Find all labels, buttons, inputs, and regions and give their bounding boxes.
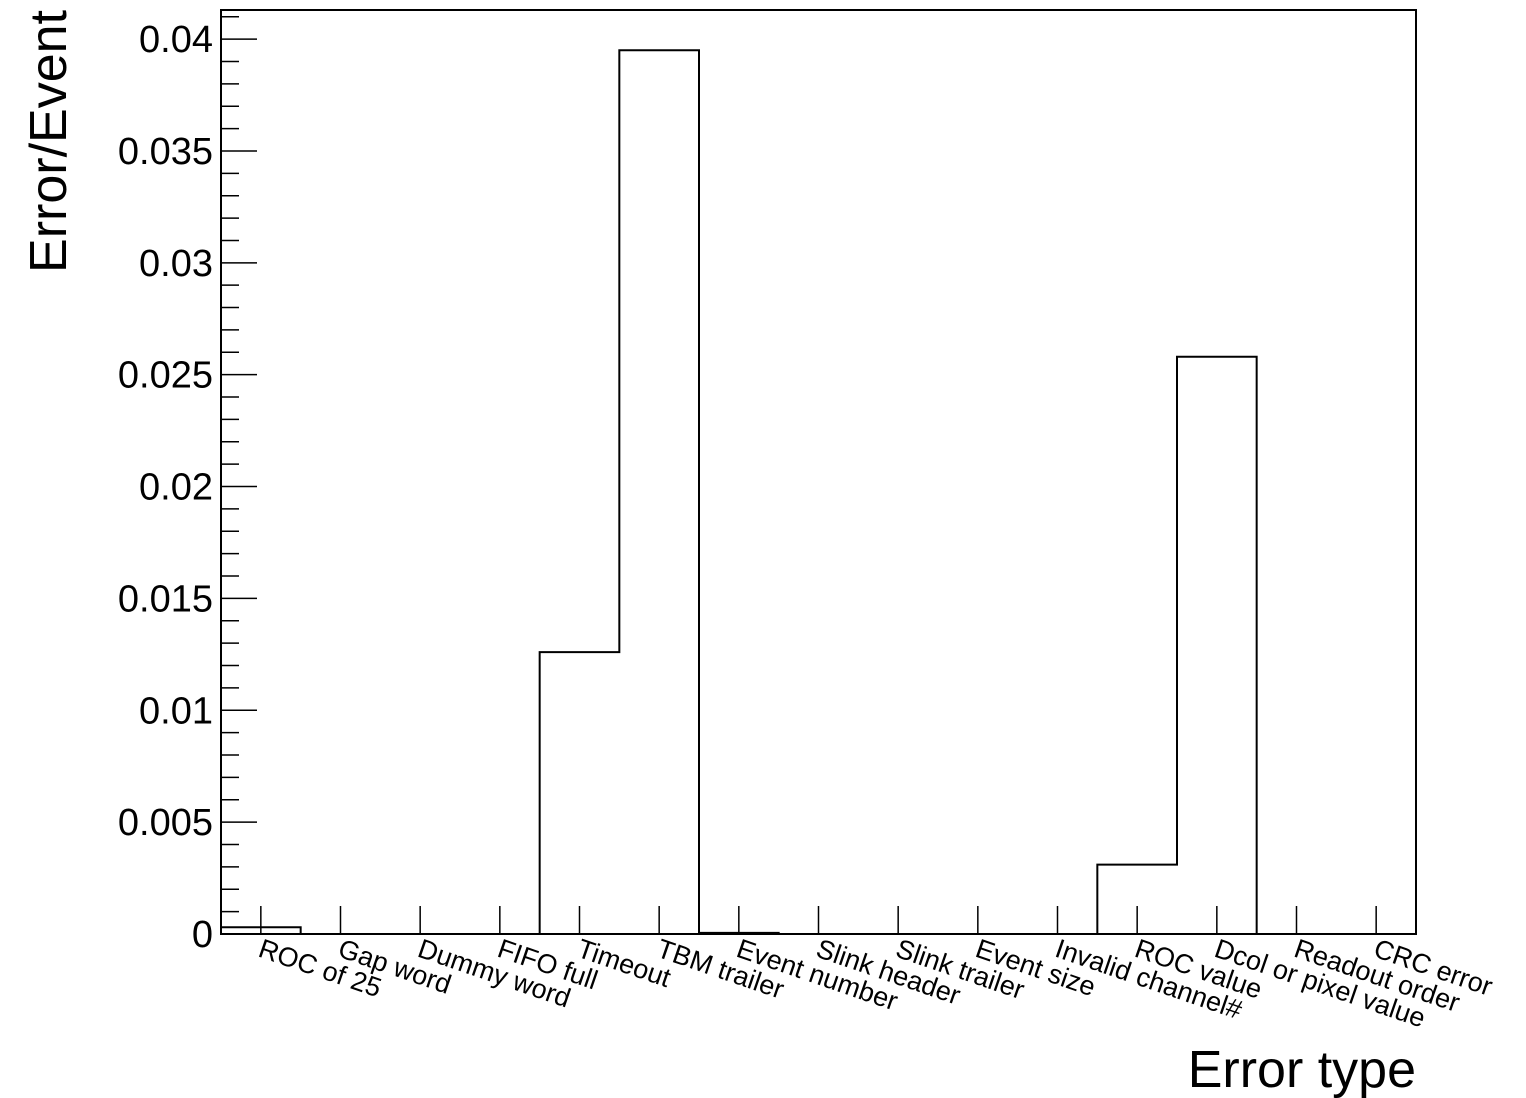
y-axis-ticks: 0 0.005 0.01 0.015 0.02 0.025 0.03 0.035 0.04 <box>118 15 257 956</box>
y-tick-label: 0.03 <box>139 243 213 285</box>
y-tick-label: 0.015 <box>118 578 213 620</box>
y-tick-label: 0.04 <box>139 19 213 61</box>
y-tick-label: 0.035 <box>118 131 213 173</box>
y-axis-title: Error/Event <box>20 9 78 273</box>
histogram-bar <box>540 652 620 934</box>
histogram-bar <box>619 50 699 934</box>
plot-frame <box>220 9 1417 935</box>
y-tick-label: 0.01 <box>139 690 213 732</box>
y-tick-label: 0 <box>192 914 213 956</box>
y-tick-label: 0.02 <box>139 467 213 509</box>
x-axis-title: Error type <box>1188 1041 1416 1098</box>
y-tick-label: 0.005 <box>118 802 213 844</box>
histogram-bar <box>1177 357 1257 934</box>
histogram-outline <box>220 49 1416 935</box>
y-tick-label: 0.025 <box>118 355 213 397</box>
